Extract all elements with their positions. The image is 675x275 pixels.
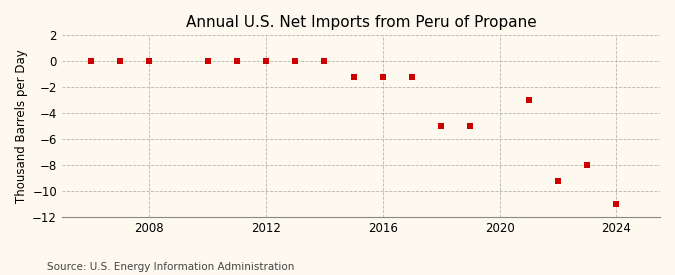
Point: [436, 124, 447, 128]
Point: [582, 163, 593, 167]
Point: [406, 75, 417, 79]
Point: [319, 59, 330, 64]
Point: [261, 59, 271, 64]
Point: [465, 124, 476, 128]
Point: [377, 75, 388, 79]
Point: [144, 59, 155, 64]
Y-axis label: Thousand Barrels per Day: Thousand Barrels per Day: [15, 50, 28, 203]
Point: [232, 59, 242, 64]
Point: [611, 202, 622, 207]
Point: [552, 179, 563, 183]
Point: [348, 75, 359, 79]
Title: Annual U.S. Net Imports from Peru of Propane: Annual U.S. Net Imports from Peru of Pro…: [186, 15, 537, 30]
Point: [290, 59, 300, 64]
Point: [202, 59, 213, 64]
Text: Source: U.S. Energy Information Administration: Source: U.S. Energy Information Administ…: [47, 262, 294, 272]
Point: [115, 59, 126, 64]
Point: [86, 59, 97, 64]
Point: [523, 98, 534, 103]
